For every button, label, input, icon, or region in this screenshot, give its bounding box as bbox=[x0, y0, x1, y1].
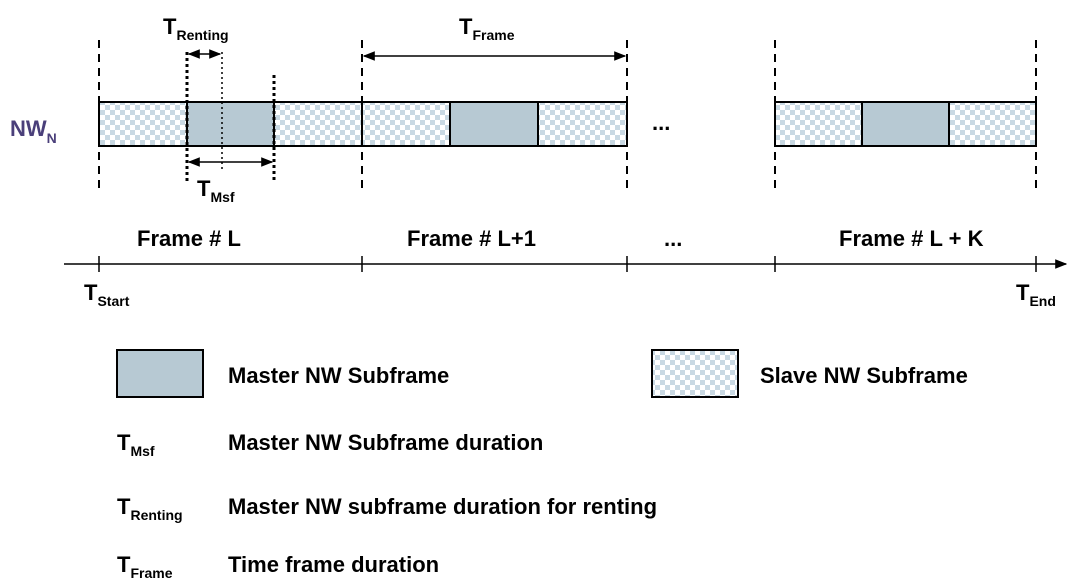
definition-text: Master NW Subframe duration bbox=[228, 430, 543, 455]
frame-label: Frame # L + K bbox=[839, 226, 984, 251]
master-subframe-legend-swatch bbox=[116, 349, 204, 398]
definition-symbol: TMsf bbox=[117, 430, 155, 459]
definition-text: Time frame duration bbox=[228, 552, 439, 577]
frame-label: Frame # L+1 bbox=[407, 226, 536, 251]
t-end-label: TEnd bbox=[1016, 280, 1056, 309]
frame-boundaries bbox=[98, 40, 1037, 190]
master-subframe-legend-label: Master NW Subframe bbox=[228, 363, 449, 388]
slave-subframe bbox=[98, 101, 188, 147]
t-frame-label: TFrame bbox=[459, 14, 515, 43]
slave-subframe bbox=[273, 101, 363, 147]
slave-subframe bbox=[361, 101, 451, 147]
frame-row-ellipsis: ... bbox=[652, 110, 670, 135]
network-label: NWN bbox=[10, 116, 57, 146]
slave-subframe bbox=[537, 101, 628, 147]
slave-subframe bbox=[774, 101, 863, 147]
frame-labels-ellipsis: ... bbox=[664, 226, 682, 251]
definition-symbol: TRenting bbox=[117, 494, 183, 523]
definition-text: Master NW subframe duration for renting bbox=[228, 494, 657, 519]
master-subframe bbox=[861, 101, 950, 147]
slave-subframe-legend-swatch bbox=[651, 349, 739, 398]
slave-subframe-legend-label: Slave NW Subframe bbox=[760, 363, 968, 388]
master-subframe bbox=[186, 101, 275, 147]
frame-label: Frame # L bbox=[137, 226, 241, 251]
master-subframe bbox=[449, 101, 539, 147]
definition-symbol: TFrame bbox=[117, 552, 173, 581]
t-msf-label: TMsf bbox=[197, 176, 235, 205]
t-start-label: TStart bbox=[84, 280, 130, 309]
time-axis-ticks bbox=[98, 256, 1037, 272]
master-subframe-markers bbox=[185, 52, 276, 182]
t-renting-label: TRenting bbox=[163, 14, 229, 43]
slave-subframe bbox=[948, 101, 1037, 147]
